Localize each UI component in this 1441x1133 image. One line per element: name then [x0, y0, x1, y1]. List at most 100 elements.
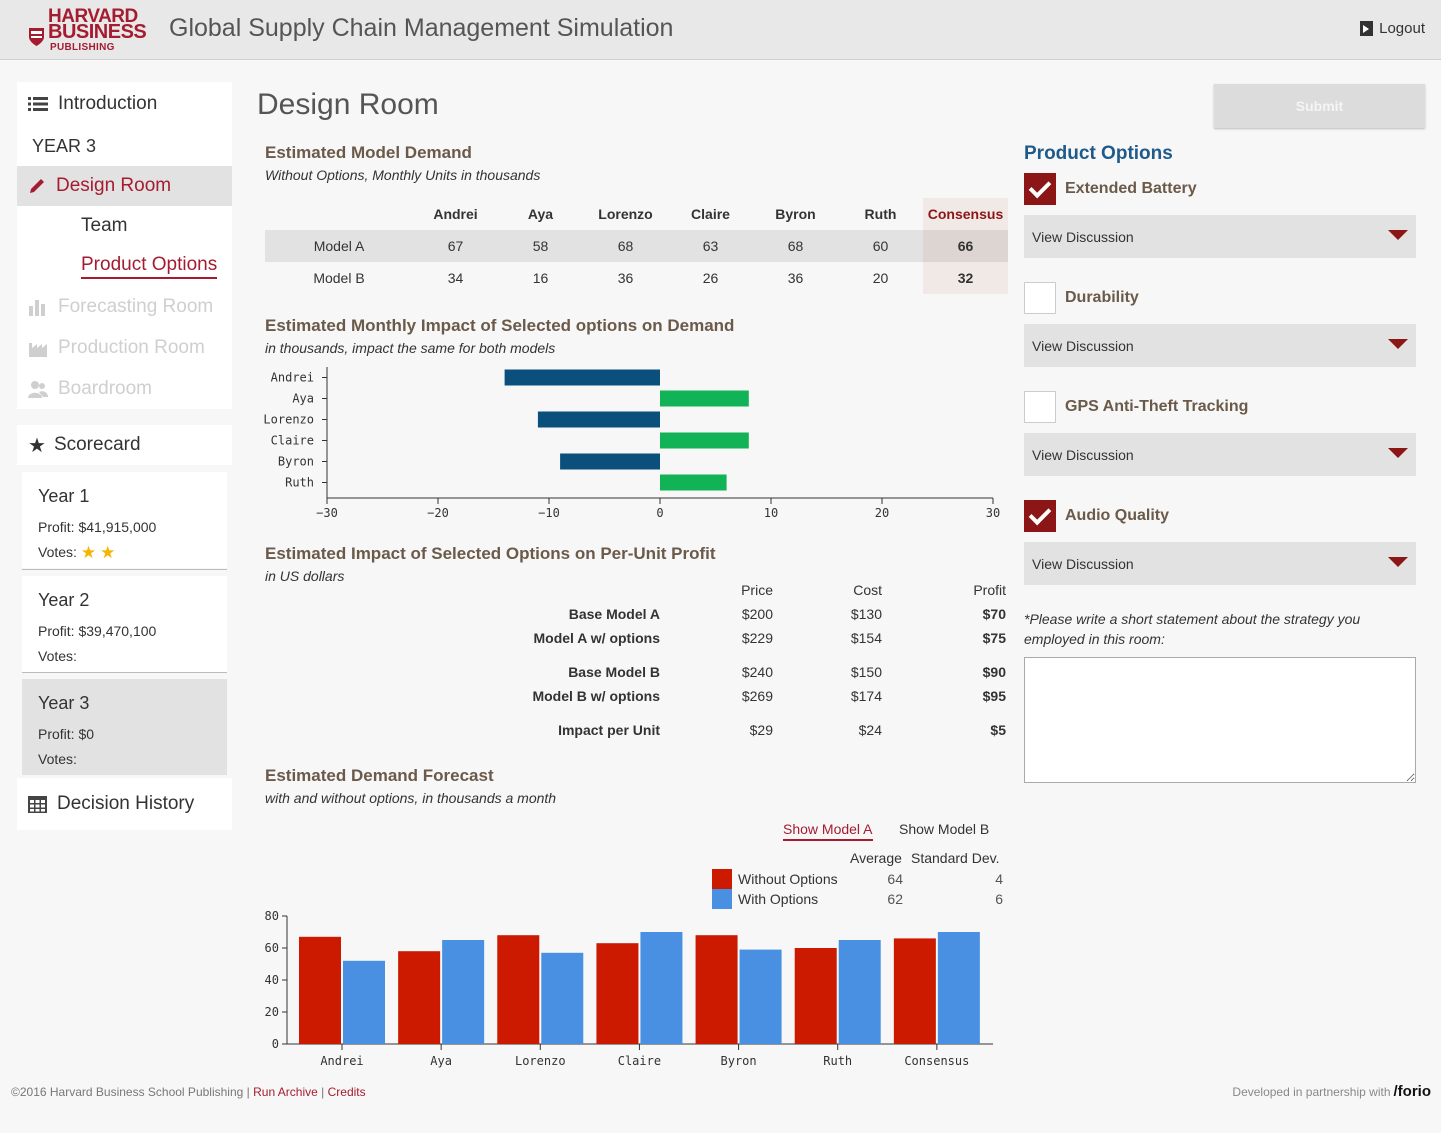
year-profit: Profit: $41,915,000: [38, 519, 157, 535]
checkbox[interactable]: [1024, 391, 1056, 423]
page-title: Design Room: [257, 88, 439, 121]
year-title: Year 2: [38, 590, 90, 610]
sidebar-item-introduction[interactable]: Introduction: [17, 82, 232, 126]
legend-label-without: Without Options: [738, 871, 838, 887]
dropdown-label: View Discussion: [1032, 555, 1134, 572]
tab-show-model-a[interactable]: Show Model A: [783, 821, 873, 841]
copyright: ©2016 Harvard Business School Publishing: [11, 1085, 244, 1099]
checkbox[interactable]: [1024, 500, 1056, 532]
table-cell: 60: [838, 230, 923, 262]
star-icon: ★: [28, 434, 46, 457]
impact-bar: [660, 390, 749, 407]
run-archive-link[interactable]: Run Archive: [253, 1085, 318, 1099]
price-header: Price: [741, 582, 773, 598]
price-cell: $29: [749, 722, 773, 738]
table-cell: 36: [617, 270, 634, 286]
logo-line2: BUSINESS: [48, 21, 147, 43]
product-options-title: Product Options: [1024, 143, 1173, 164]
votes-label: Votes:: [38, 544, 77, 560]
footer-right: Developed in partnership with /forio: [1232, 1083, 1431, 1100]
bar-without-options: [695, 935, 738, 1044]
bar-with-options: [640, 932, 683, 1044]
view-discussion-dropdown[interactable]: View Discussion: [1024, 542, 1416, 585]
option-extended-battery[interactable]: Extended Battery: [1024, 173, 1197, 205]
sidebar-item-label: Team: [81, 215, 128, 236]
bar-without-options: [398, 951, 441, 1044]
sidebar-item-production-room[interactable]: Production Room: [17, 327, 232, 368]
sidebar-item-label: Decision History: [57, 793, 195, 814]
demand-table: Andrei Aya Lorenzo Claire Byron Ruth Con…: [265, 198, 1008, 294]
strategy-textarea[interactable]: [1024, 657, 1416, 783]
impact-bar: [537, 411, 660, 428]
bar-without-options: [794, 948, 837, 1044]
scorecard-heading: ★ Scorecard: [17, 425, 232, 465]
option-label: GPS Anti-Theft Tracking: [1065, 398, 1249, 415]
sidebar-item-boardroom[interactable]: Boardroom: [17, 368, 232, 409]
y-tick-label: 60: [265, 941, 279, 955]
submit-button[interactable]: Submit: [1214, 84, 1425, 128]
sidebar-item-label: Boardroom: [58, 377, 152, 399]
sidebar-item-team[interactable]: Team: [17, 206, 232, 246]
table-header: Andrei: [433, 206, 478, 222]
year-profit: Profit: $0: [38, 726, 95, 742]
checkbox[interactable]: [1024, 282, 1056, 314]
table-cell: 26: [702, 270, 719, 286]
shield-icon: [29, 28, 44, 46]
table-header: [265, 198, 413, 230]
table-cell: 66: [923, 230, 1008, 262]
legend-sd-without: 4: [995, 871, 1003, 887]
option-gps-anti-theft[interactable]: GPS Anti-Theft Tracking: [1024, 391, 1248, 423]
credits-link[interactable]: Credits: [327, 1085, 366, 1099]
sidebar-item-forecasting-room[interactable]: Forecasting Room: [17, 286, 232, 327]
tab-show-model-b[interactable]: Show Model B: [899, 821, 990, 837]
price-cell: $229: [741, 630, 773, 646]
table-header: Ruth: [864, 206, 897, 222]
x-tick-label: 30: [986, 506, 1000, 520]
view-discussion-dropdown[interactable]: View Discussion: [1024, 324, 1416, 367]
cost-cell: $154: [850, 630, 882, 646]
x-tick-label: −30: [316, 506, 338, 520]
option-label: Extended Battery: [1065, 180, 1197, 197]
hbp-logo: HARVARD BUSINESS PUBLISHING: [28, 7, 156, 53]
profit-row-label: Model B w/ options: [532, 688, 660, 704]
row-label: Model B: [313, 270, 365, 286]
scorecard-year-2: Year 2 Profit: $39,470,100 Votes:: [22, 576, 227, 672]
profit-header: Profit: [973, 582, 1006, 598]
checkbox[interactable]: [1024, 173, 1056, 205]
cost-cell: $150: [850, 664, 882, 680]
bar-with-options: [442, 940, 485, 1044]
logout-button[interactable]: Logout: [1360, 20, 1425, 37]
sidebar-nav: Introduction YEAR 3 Design Room Team Pro…: [17, 82, 232, 409]
option-audio-quality[interactable]: Audio Quality: [1024, 500, 1169, 532]
option-label: Audio Quality: [1065, 507, 1169, 524]
star-icon: ★: [80, 543, 97, 562]
footer-left: ©2016 Harvard Business School Publishing…: [11, 1085, 366, 1099]
scorecard-year-1: Year 1 Profit: $41,915,000 Votes: ★ ★: [22, 472, 227, 568]
star-icon: ★: [100, 543, 116, 562]
profit-row-label: Base Model B: [568, 664, 660, 680]
year-heading: YEAR 3: [32, 135, 97, 156]
sidebar-item-decision-history[interactable]: Decision History: [17, 778, 232, 830]
list-icon: [28, 97, 48, 111]
dropdown-label: View Discussion: [1032, 446, 1134, 463]
table-header: Lorenzo: [598, 206, 653, 222]
legend-swatch-without: [712, 869, 732, 889]
impact-bar: [660, 474, 727, 491]
legend-swatch-with: [712, 889, 732, 909]
option-durability[interactable]: Durability: [1024, 282, 1139, 314]
table-cell: 16: [532, 270, 549, 286]
profit-row-label: Impact per Unit: [558, 722, 660, 738]
impact-bar: [660, 432, 749, 449]
sidebar-item-product-options[interactable]: Product Options: [17, 246, 232, 286]
sidebar-item-label: Product Options: [81, 254, 218, 279]
view-discussion-dropdown[interactable]: View Discussion: [1024, 433, 1416, 476]
y-tick-label: Ruth: [285, 476, 314, 490]
x-tick-label: Andrei: [320, 1054, 363, 1068]
caret-down-icon: [1388, 339, 1408, 349]
x-tick-label: Claire: [618, 1054, 661, 1068]
forecast-chart: 0 20 40 60 80 Andrei Aya Lorenzo Claire Byron Ruth…: [265, 909, 993, 1068]
view-discussion-dropdown[interactable]: View Discussion: [1024, 215, 1416, 258]
caret-down-icon: [1388, 230, 1408, 240]
sidebar-item-design-room[interactable]: Design Room: [17, 166, 232, 206]
dropdown-label: View Discussion: [1032, 228, 1134, 245]
